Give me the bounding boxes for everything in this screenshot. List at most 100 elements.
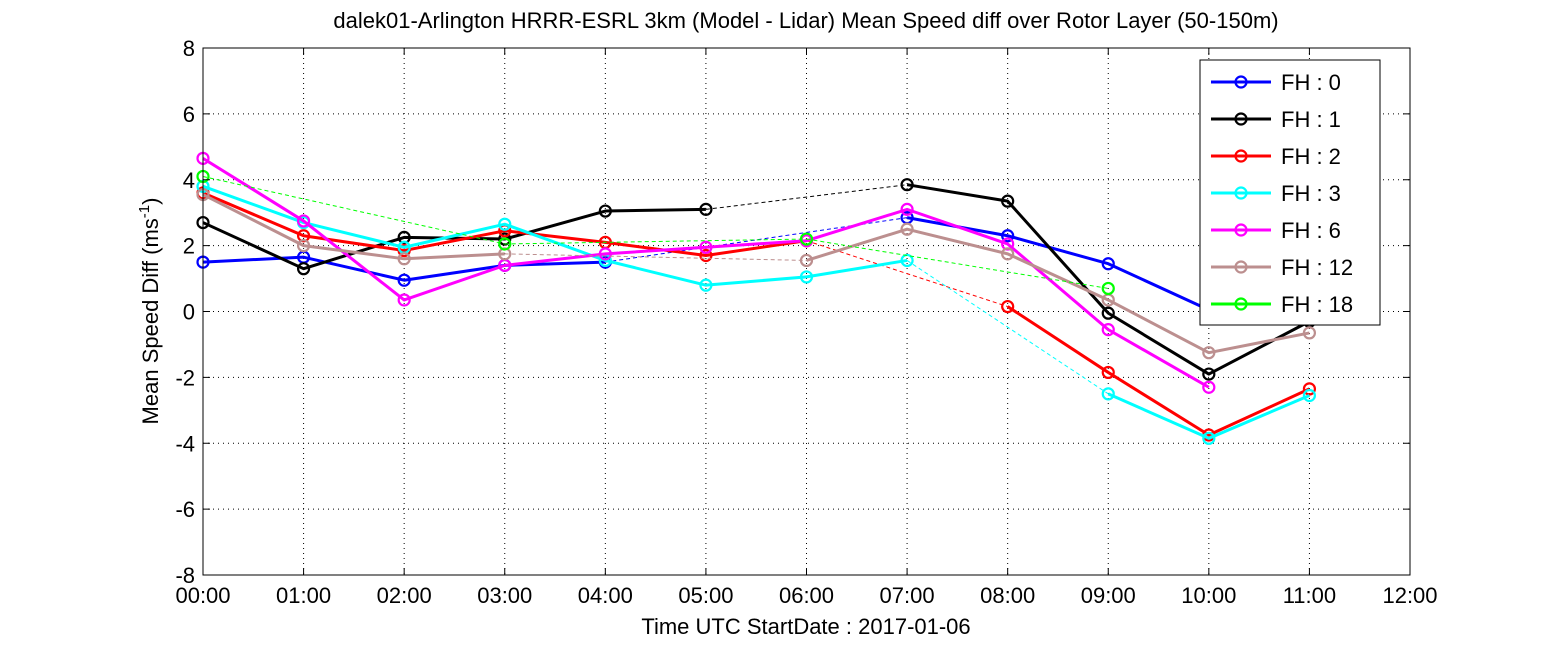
x-tick-label: 04:00 <box>578 583 633 608</box>
data-point <box>598 247 612 261</box>
data-point <box>296 214 311 228</box>
x-tick-label: 03:00 <box>477 583 532 608</box>
x-tick-label: 08:00 <box>980 583 1035 608</box>
y-axis-label-main: Mean Speed Diff (ms <box>138 218 163 424</box>
legend-item: FH : 0 <box>1211 70 1341 95</box>
series-line <box>202 255 606 282</box>
y-tick-label: 0 <box>183 300 195 325</box>
legend-label: FH : 0 <box>1281 70 1341 95</box>
series-line <box>202 193 505 261</box>
data-point <box>799 270 814 284</box>
y-tick-label: 2 <box>183 234 195 259</box>
x-tick-label: 06:00 <box>779 583 834 608</box>
series-line <box>202 184 908 287</box>
legend: FH : 0 FH : 1 FH : 2 FH : 3 FH : 6 FH : 12 FH … <box>1199 59 1381 326</box>
data-point <box>1101 281 1115 296</box>
series-line <box>1107 392 1311 440</box>
legend-item: FH : 18 <box>1211 292 1353 317</box>
series-gap-line <box>806 238 1109 289</box>
y-tick-label: -4 <box>175 431 195 456</box>
data-point <box>900 253 914 268</box>
data-point <box>799 232 814 246</box>
series-line <box>1006 305 1311 437</box>
data-point <box>699 248 713 263</box>
data-point <box>1101 323 1115 337</box>
series-gap-line <box>705 184 908 210</box>
legend-item: FH : 2 <box>1211 144 1341 169</box>
data-point <box>699 278 713 292</box>
data-point <box>699 240 713 254</box>
x-axis-label: Time UTC StartDate : 2017-01-06 <box>641 614 970 639</box>
data-point <box>296 229 311 243</box>
data-point <box>799 253 814 268</box>
legend-swatch-marker <box>1234 75 1248 89</box>
legend-swatch-marker <box>1234 112 1248 126</box>
data-point <box>1001 247 1015 261</box>
legend-swatch-marker <box>1234 186 1248 200</box>
x-tick-label: 12:00 <box>1382 583 1437 608</box>
chart-title: dalek01-Arlington HRRR-ESRL 3km (Model -… <box>333 8 1278 33</box>
legend-label: FH : 1 <box>1281 107 1341 132</box>
legend-swatch-marker <box>1234 260 1248 274</box>
data-point <box>1001 194 1015 208</box>
data-point <box>1302 388 1317 403</box>
data-point <box>1001 237 1015 251</box>
series-group <box>196 186 1317 442</box>
series-gap-line <box>906 260 1109 395</box>
series-line <box>202 157 1210 389</box>
legend-item: FH : 1 <box>1211 107 1341 132</box>
series-gap-line <box>504 238 807 245</box>
x-tick-label: 09:00 <box>1081 583 1136 608</box>
series-group <box>196 178 1317 381</box>
x-tick-label: 02:00 <box>377 583 432 608</box>
series-gap-line <box>806 240 1008 308</box>
data-point <box>397 273 411 287</box>
data-point <box>900 202 914 216</box>
series-group <box>196 187 1317 360</box>
data-point <box>699 202 713 216</box>
data-point <box>296 239 311 253</box>
legend-item: FH : 3 <box>1211 181 1341 206</box>
series-gap-line <box>202 175 505 245</box>
legend-swatch-marker <box>1234 297 1248 311</box>
legend-label: FH : 18 <box>1281 292 1353 317</box>
series-line <box>906 216 1210 312</box>
data-point <box>498 232 512 246</box>
data-point <box>1202 346 1216 360</box>
x-tick-label: 07:00 <box>880 583 935 608</box>
data-point <box>1302 326 1317 340</box>
legend-label: FH : 3 <box>1281 181 1341 206</box>
y-tick-label: 4 <box>183 168 195 193</box>
axis-ticks: 00:00 01:00 02:00 03:00 04:00 05:00 06:00 07:00… <box>175 36 1437 608</box>
x-tick-label: 01:00 <box>276 583 331 608</box>
data-point <box>1202 367 1216 381</box>
y-tick-label: -6 <box>175 497 195 522</box>
data-point <box>598 204 612 218</box>
series-gap-line <box>504 253 807 261</box>
series-line <box>202 207 706 271</box>
data-point <box>397 293 411 307</box>
data-point <box>397 252 411 266</box>
data-point <box>498 247 512 261</box>
y-tick-label: 6 <box>183 102 195 127</box>
data-point <box>1001 229 1015 243</box>
x-tick-label: 10:00 <box>1181 583 1236 608</box>
x-tick-label: 05:00 <box>678 583 733 608</box>
legend-label: FH : 2 <box>1281 144 1341 169</box>
series-line <box>906 183 1311 376</box>
y-axis-label: Mean Speed Diff (ms-1) <box>136 198 163 425</box>
data-point <box>1101 257 1115 271</box>
legend-swatch-marker <box>1234 223 1248 237</box>
plot-series <box>196 151 1317 445</box>
x-tick-label: 00:00 <box>175 583 230 608</box>
y-axis-label-close: ) <box>138 198 163 205</box>
series-line <box>806 227 1310 355</box>
x-tick-label: 11:00 <box>1283 583 1336 608</box>
y-axis-label-superscript: -1 <box>136 205 153 218</box>
data-point <box>498 217 512 231</box>
legend-label: FH : 6 <box>1281 218 1341 243</box>
data-point <box>900 178 914 192</box>
legend-label: FH : 12 <box>1281 255 1353 280</box>
